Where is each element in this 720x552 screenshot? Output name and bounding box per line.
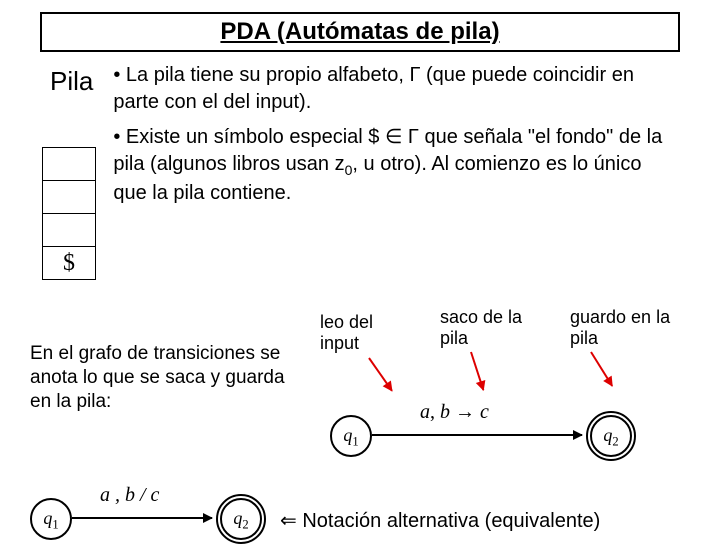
state-q1-bottom: q1: [30, 498, 72, 540]
arrow-input: [368, 357, 393, 391]
state-q1-top: q1: [330, 415, 372, 457]
top-row: Pila • La pila tiene su propio alfabeto,…: [30, 62, 690, 215]
transition-diagram-top: q1 a, b → c q2: [330, 407, 700, 467]
annot-pop-stack: saco de la pila: [440, 307, 530, 348]
transition-diagram-bottom: q1 a , b / c q2: [30, 490, 290, 550]
edge-top: [372, 434, 582, 436]
transition-note: En el grafo de transiciones se anota lo …: [30, 342, 290, 413]
edge-bottom: [72, 517, 212, 519]
slide-title: PDA (Autómatas de pila): [40, 12, 680, 52]
edge-label-bottom: a , b / c: [100, 484, 159, 507]
bullet-list: • La pila tiene su propio alfabeto, Γ (q…: [113, 62, 680, 215]
stack-cell-empty-2: [42, 181, 96, 214]
arrow-pop: [470, 352, 484, 391]
alt-notation-note: ⇐ Notación alternativa (equivalente): [280, 508, 600, 533]
bullet-1: • La pila tiene su propio alfabeto, Γ (q…: [113, 62, 680, 116]
stack-cell-empty-3: [42, 214, 96, 247]
annot-read-input: leo del input: [320, 312, 400, 353]
stack-cell-bottom: $: [42, 247, 96, 280]
state-q2-top: q2: [586, 411, 636, 461]
annot-push-stack: guardo en la pila: [570, 307, 680, 348]
state-q2-bottom: q2: [216, 494, 266, 544]
stack-heading: Pila: [50, 62, 93, 97]
stack-cell-empty-1: [42, 147, 96, 181]
bullet-2: • Existe un símbolo especial $ ∈ Γ que s…: [113, 124, 680, 207]
stack-diagram: $: [42, 147, 96, 280]
arrow-push: [590, 351, 613, 386]
edge-label-top: a, b → c: [420, 401, 489, 424]
